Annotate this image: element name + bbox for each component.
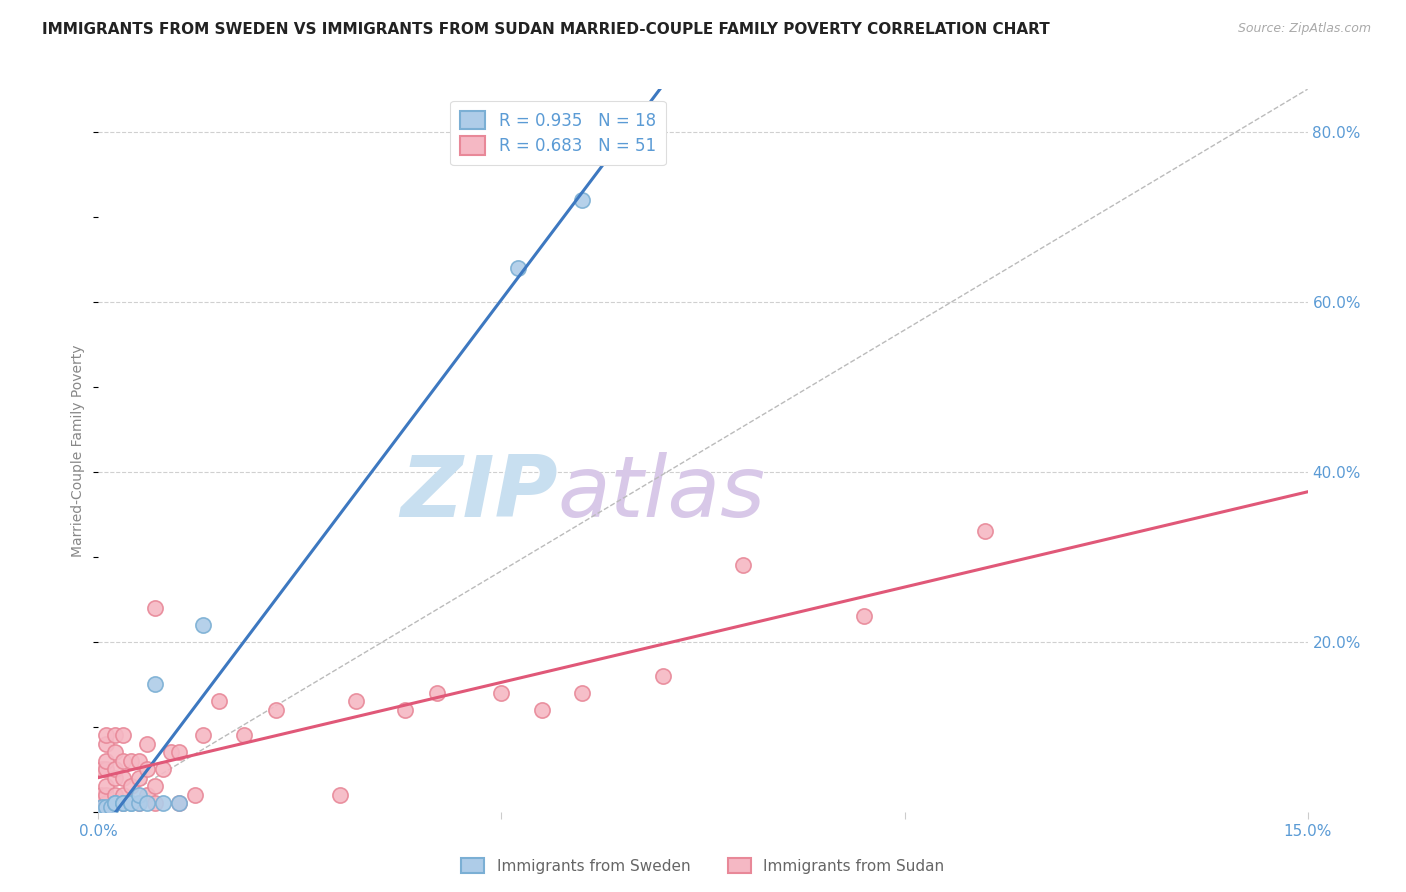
- Point: [90, 788, 112, 802]
- Point: [128, 796, 150, 810]
- Point: [111, 796, 134, 810]
- Point: [96, 788, 118, 802]
- Point: [264, 703, 287, 717]
- Point: [103, 796, 125, 810]
- Point: [103, 788, 125, 802]
- Point: [143, 600, 166, 615]
- Point: [232, 728, 254, 742]
- Point: [329, 788, 352, 802]
- Legend: Immigrants from Sweden, Immigrants from Sudan: Immigrants from Sweden, Immigrants from …: [456, 852, 950, 880]
- Point: [135, 788, 157, 802]
- Text: IMMIGRANTS FROM SWEDEN VS IMMIGRANTS FROM SUDAN MARRIED-COUPLE FAMILY POVERTY CO: IMMIGRANTS FROM SWEDEN VS IMMIGRANTS FRO…: [42, 22, 1050, 37]
- Point: [96, 796, 118, 810]
- Point: [491, 686, 513, 700]
- Point: [128, 788, 150, 802]
- Point: [160, 745, 183, 759]
- Point: [426, 686, 449, 700]
- Point: [120, 796, 142, 810]
- Point: [135, 762, 157, 776]
- Point: [344, 694, 367, 708]
- Point: [96, 800, 118, 814]
- Point: [103, 728, 125, 742]
- Point: [103, 762, 125, 776]
- Point: [96, 754, 118, 768]
- Point: [143, 796, 166, 810]
- Point: [571, 686, 593, 700]
- Point: [135, 737, 157, 751]
- Point: [111, 796, 134, 810]
- Text: atlas: atlas: [558, 452, 766, 535]
- Point: [103, 745, 125, 759]
- Point: [103, 796, 125, 810]
- Point: [651, 669, 673, 683]
- Point: [111, 754, 134, 768]
- Point: [96, 762, 118, 776]
- Point: [571, 193, 593, 207]
- Point: [96, 728, 118, 742]
- Text: ZIP: ZIP: [401, 452, 558, 535]
- Point: [96, 779, 118, 793]
- Point: [111, 796, 134, 810]
- Point: [100, 800, 122, 814]
- Point: [128, 796, 150, 810]
- Point: [193, 617, 215, 632]
- Point: [91, 800, 114, 814]
- Point: [152, 796, 174, 810]
- Point: [974, 524, 997, 539]
- Point: [208, 694, 231, 708]
- Point: [103, 796, 125, 810]
- Y-axis label: Married-Couple Family Poverty: Married-Couple Family Poverty: [72, 344, 86, 557]
- Point: [103, 771, 125, 785]
- Point: [530, 703, 553, 717]
- Point: [128, 771, 150, 785]
- Point: [167, 796, 190, 810]
- Text: Source: ZipAtlas.com: Source: ZipAtlas.com: [1237, 22, 1371, 36]
- Point: [143, 677, 166, 691]
- Point: [91, 762, 114, 776]
- Point: [394, 703, 416, 717]
- Point: [120, 754, 142, 768]
- Point: [167, 745, 190, 759]
- Legend: R = 0.935   N = 18, R = 0.683   N = 51: R = 0.935 N = 18, R = 0.683 N = 51: [450, 101, 665, 165]
- Point: [135, 796, 157, 810]
- Point: [120, 796, 142, 810]
- Point: [120, 779, 142, 793]
- Point: [167, 796, 190, 810]
- Point: [733, 558, 755, 573]
- Point: [152, 762, 174, 776]
- Point: [111, 771, 134, 785]
- Point: [128, 754, 150, 768]
- Point: [143, 779, 166, 793]
- Point: [96, 737, 118, 751]
- Point: [184, 788, 207, 802]
- Point: [193, 728, 215, 742]
- Point: [506, 260, 529, 275]
- Point: [111, 728, 134, 742]
- Point: [111, 788, 134, 802]
- Point: [853, 609, 876, 624]
